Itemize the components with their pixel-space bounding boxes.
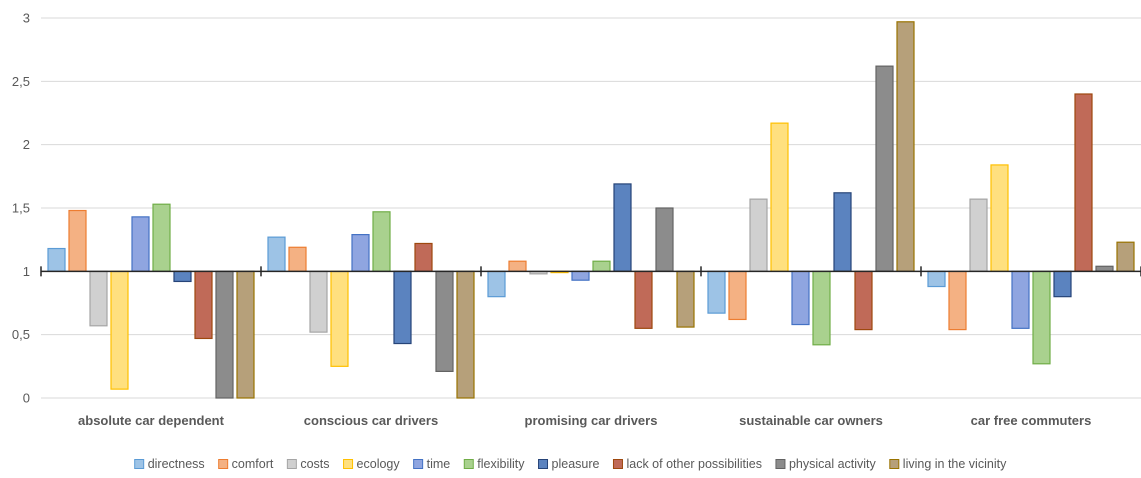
bar-ecology-5	[990, 164, 1009, 272]
legend-swatch-living-in-the-vicinity	[889, 459, 900, 469]
bar-physical-activity-1	[215, 270, 234, 399]
legend-swatch-costs	[286, 459, 297, 469]
legend-label: physical activity	[789, 457, 877, 471]
legend-swatch-comfort	[218, 459, 229, 469]
bar-lack-of-other-possibilities-4	[854, 270, 873, 331]
bar-time-3	[571, 270, 590, 281]
bar-flexibility-5	[1032, 270, 1051, 365]
bar-costs-5	[969, 198, 988, 272]
category-label: conscious car drivers	[304, 413, 438, 428]
bar-time-4	[791, 270, 810, 326]
legend-swatch-physical-activity	[775, 459, 786, 469]
bar-directness-3	[487, 270, 506, 298]
bar-pleasure-1	[173, 270, 192, 283]
bar-physical-activity-4	[875, 65, 894, 272]
bar-time-5	[1011, 270, 1030, 329]
legend-swatch-flexibility	[463, 459, 474, 469]
bar-time-2	[351, 234, 370, 272]
bar-living-in-the-vicinity-3	[676, 270, 695, 328]
bar-comfort-3	[508, 260, 527, 272]
legend: directness comfort costs ecology time flexibi…	[134, 457, 1007, 471]
bar-directness-1	[47, 247, 66, 272]
bar-comfort-5	[948, 270, 967, 331]
category-label: promising car drivers	[525, 413, 658, 428]
bar-comfort-1	[68, 209, 87, 272]
legend-label: costs	[300, 457, 329, 471]
y-tick-label: 0,5	[12, 327, 30, 342]
bar-physical-activity-3	[655, 207, 674, 272]
bar-physical-activity-5	[1095, 265, 1114, 272]
bar-ecology-1	[110, 270, 129, 390]
bar-directness-5	[927, 270, 946, 288]
category-label: absolute car dependent	[78, 413, 225, 428]
legend-swatch-pleasure	[538, 459, 549, 469]
y-tick-label: 0	[23, 391, 30, 406]
bar-pleasure-3	[613, 183, 632, 272]
legend-label: time	[427, 457, 451, 471]
bar-directness-2	[267, 236, 286, 272]
bar-living-in-the-vicinity-4	[896, 21, 915, 272]
legend-label: lack of other possibilities	[626, 457, 761, 471]
legend-swatch-lack-of-other-possibilities	[612, 459, 623, 469]
category-label: sustainable car owners	[739, 413, 883, 428]
bar-lack-of-other-possibilities-2	[414, 242, 433, 272]
bar-lack-of-other-possibilities-3	[634, 270, 653, 329]
legend-swatch-time	[413, 459, 424, 469]
bar-costs-4	[749, 198, 768, 272]
y-tick-label: 3	[23, 11, 30, 26]
legend-label: directness	[148, 457, 205, 471]
bar-pleasure-2	[393, 270, 412, 345]
bar-flexibility-4	[812, 270, 831, 346]
y-tick-label: 1,5	[12, 201, 30, 216]
bar-directness-4	[707, 270, 726, 314]
bars	[47, 21, 1135, 399]
y-tick-label: 2	[23, 137, 30, 152]
legend-label: living in the vicinity	[903, 457, 1007, 471]
bar-flexibility-3	[592, 260, 611, 272]
bar-living-in-the-vicinity-1	[236, 270, 255, 399]
legend-swatch-directness	[134, 459, 145, 469]
legend-swatch-ecology	[343, 459, 354, 469]
bar-pleasure-4	[833, 192, 852, 272]
axis: 0 0,5 1 1,5 2 2,5 3 absolute car dependent consc…	[12, 11, 1141, 428]
legend-label: comfort	[232, 457, 274, 471]
bar-costs-2	[309, 270, 328, 333]
bar-lack-of-other-possibilities-1	[194, 270, 213, 340]
bar-physical-activity-2	[435, 270, 454, 372]
bar-lack-of-other-possibilities-5	[1074, 93, 1093, 272]
bar-living-in-the-vicinity-5	[1116, 241, 1135, 272]
legend-label: ecology	[357, 457, 401, 471]
category-label: car free commuters	[971, 413, 1092, 428]
legend-label: flexibility	[477, 457, 525, 471]
bar-comfort-2	[288, 246, 307, 272]
bar-costs-1	[89, 270, 108, 327]
bar-flexibility-1	[152, 203, 171, 272]
legend-label: pleasure	[552, 457, 600, 471]
bar-comfort-4	[728, 270, 747, 321]
y-tick-label: 1	[23, 264, 30, 279]
bar-time-1	[131, 216, 150, 272]
bar-living-in-the-vicinity-2	[456, 270, 475, 399]
bar-ecology-2	[330, 270, 349, 367]
bar-ecology-4	[770, 122, 789, 272]
y-tick-label: 2,5	[12, 74, 30, 89]
bar-pleasure-5	[1053, 270, 1072, 298]
bar-flexibility-2	[372, 211, 391, 272]
